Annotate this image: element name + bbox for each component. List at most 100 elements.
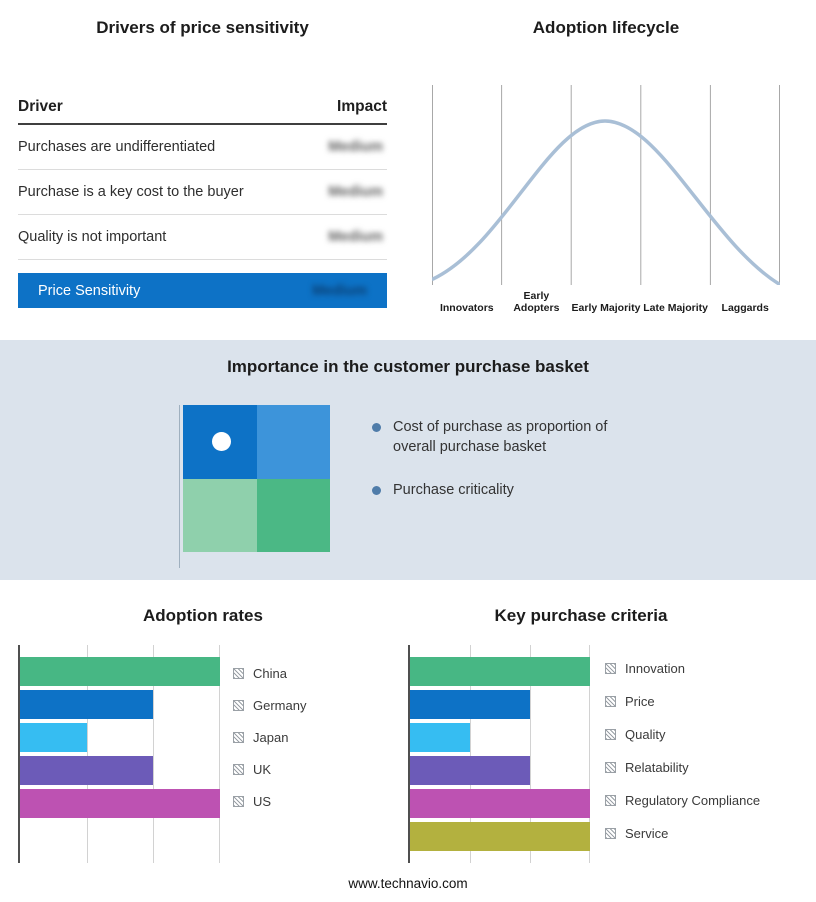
legend-item: US [233,792,306,811]
basket-title: Importance in the customer purchase bask… [227,357,589,376]
legend-item: Japan [233,728,306,747]
legend-label: Relatability [625,760,689,775]
legend-label: Quality [625,727,666,742]
driver-label: Purchase is a key cost to the buyer [18,184,244,200]
adoption-rates-title: Adoption rates [143,606,263,625]
basket-bullet-list: Cost of purchase as proportion of overal… [372,418,644,501]
bullet-text: Cost of purchase as proportion of overal… [393,419,608,455]
bar-relatability [410,756,530,785]
bar-china [20,657,220,686]
bar-japan [20,723,87,752]
legend-item: China [233,664,306,683]
bar-price [410,690,530,719]
key-purchase-criteria-title: Key purchase criteria [494,606,668,625]
bell-curve-path [432,119,780,285]
bar-uk [20,756,154,785]
impact-value: Medium [328,184,383,200]
stage-label: Innovators [439,302,494,315]
legend-item: Quality [605,725,760,744]
stage-label: Early Adopters [513,289,560,315]
stage-label: Late Majority [643,302,708,315]
drivers-title: Drivers of price sensitivity [96,18,309,37]
key-purchase-criteria-plot [408,645,590,863]
legend-label: Regulatory Compliance [625,793,761,808]
bar-service [410,822,590,851]
bar-quality [410,723,470,752]
legend-label: UK [253,762,272,777]
driver-label: Purchases are undifferentiated [18,139,216,155]
adoption-rates-plot [18,645,220,863]
stage-label: Laggards [721,302,769,315]
table-row: Purchase is a key cost to the buyer Medi… [18,170,387,215]
driver-label: Quality is not important [18,229,167,245]
price-sensitivity-summary-row: Price Sensitivity Medium [18,273,387,308]
adoption-rates-legend: China Germany Japan UK US [233,664,306,811]
bullet-text: Purchase criticality [393,482,514,499]
drivers-table-header: Driver Impact [18,98,387,125]
position-dot-icon [212,432,231,451]
hatch-swatch-icon [605,795,616,806]
legend-label: US [253,794,272,809]
impact-value: Medium [328,229,383,245]
legend-item: Innovation [605,659,760,678]
gridline [530,645,531,863]
bar-group [20,657,220,818]
legend-item: Relatability [605,758,760,777]
gridline [469,645,471,863]
gridline [219,645,220,863]
hatch-swatch-icon [605,729,616,740]
hatch-swatch-icon [605,663,616,674]
summary-impact-value: Medium [312,282,367,299]
stage-label: Early Majority [571,302,641,315]
lifecycle-title: Adoption lifecycle [532,18,680,37]
impact-value: Medium [328,139,383,155]
bar-group [410,657,590,851]
gridline [589,645,590,863]
column-header-impact: Impact [337,98,387,115]
adoption-lifecycle-panel: Adoption lifecycle Innovators Early Adop… [432,12,780,315]
list-item: Cost of purchase as proportion of overal… [372,418,644,457]
bar-innovation [410,657,590,686]
bar-germany [20,690,154,719]
legend-item: Service [605,824,760,843]
bell-curve-chart [432,85,780,285]
hatch-swatch-icon [605,696,616,707]
legend-label: Germany [253,698,307,713]
quadrant-bottom-right [256,478,330,552]
purchase-basket-band: Importance in the customer purchase bask… [0,340,816,580]
hatch-swatch-icon [233,764,244,775]
table-row: Purchases are undifferentiated Medium [18,125,387,170]
legend-item: Regulatory Compliance [605,791,760,810]
column-header-driver: Driver [18,98,63,115]
bullet-icon [372,423,381,432]
drivers-panel: Drivers of price sensitivity Driver Impa… [18,12,387,308]
legend-label: China [253,666,287,681]
hatch-swatch-icon [233,732,244,743]
summary-label: Price Sensitivity [38,282,141,299]
bar-us [20,789,220,818]
legend-label: Service [625,826,669,841]
legend-label: Japan [253,730,289,745]
table-row: Quality is not important Medium [18,215,387,260]
hatch-swatch-icon [605,828,616,839]
gridline [153,645,155,863]
bar-regulatory-compliance [410,789,590,818]
list-item: Purchase criticality [372,481,644,501]
hatch-swatch-icon [233,668,244,679]
quadrant-top-right [256,405,330,479]
legend-label: Price [625,694,655,709]
footer-url: www.technavio.com [348,876,468,891]
legend-label: Innovation [625,661,685,676]
hatch-swatch-icon [233,700,244,711]
hatch-swatch-icon [605,762,616,773]
legend-item: Price [605,692,760,711]
legend-item: Germany [233,696,306,715]
quadrant-axis-line [179,405,180,568]
bullet-icon [372,486,381,496]
quadrant-matrix [183,405,330,552]
gridline [86,645,88,863]
lifecycle-stage-labels: Innovators Early Adopters Early Majority… [432,287,780,315]
quadrant-bottom-left [183,478,257,552]
hatch-swatch-icon [233,796,244,807]
